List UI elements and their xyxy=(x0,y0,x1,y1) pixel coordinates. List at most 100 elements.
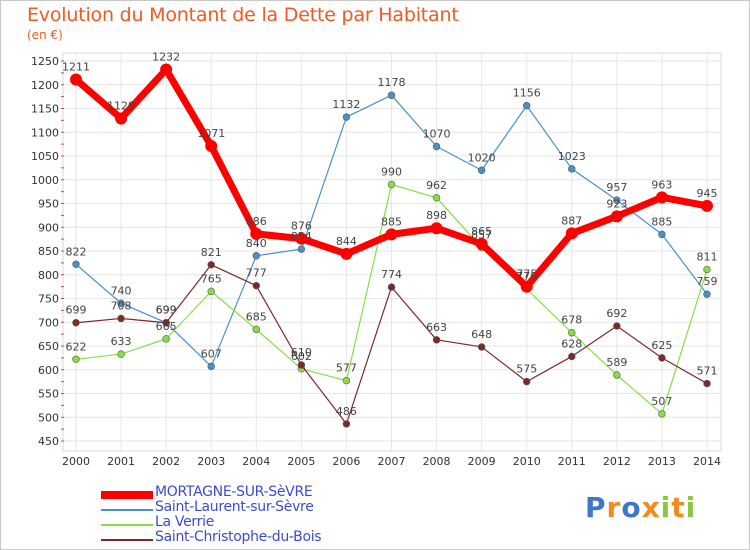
data-point-3-5 xyxy=(297,361,306,369)
data-point-0-0 xyxy=(70,73,82,86)
logo-letter: r xyxy=(606,491,622,524)
data-point-2-0 xyxy=(72,355,80,363)
data-point-0-7 xyxy=(385,228,398,241)
data-label-3-5: 610 xyxy=(291,346,312,359)
x-tick-label: 2005 xyxy=(287,455,315,468)
y-tick-label: 1000 xyxy=(31,174,59,187)
x-tick-label: 2013 xyxy=(648,455,676,468)
data-point-0-1 xyxy=(115,112,128,125)
data-label-0-3: 1071 xyxy=(197,127,225,140)
data-label-3-14: 571 xyxy=(697,365,718,378)
series-layer xyxy=(70,63,713,428)
data-point-0-9 xyxy=(475,237,488,250)
data-label-3-11: 628 xyxy=(561,337,582,350)
data-label-0-1: 1129 xyxy=(107,99,135,112)
y-tick-label: 1150 xyxy=(31,103,59,116)
data-label-0-0: 1211 xyxy=(62,61,90,74)
data-label-2-4: 685 xyxy=(246,310,267,323)
data-label-2-2: 665 xyxy=(156,320,177,333)
data-point-2-11 xyxy=(568,329,576,337)
data-point-3-3 xyxy=(207,261,215,269)
data-point-3-9 xyxy=(477,343,486,351)
x-tick-label: 2003 xyxy=(197,455,225,468)
logo-letter: P xyxy=(585,491,607,524)
data-label-0-6: 844 xyxy=(336,235,357,248)
data-label-2-5: 602 xyxy=(291,350,312,363)
y-tick-label: 450 xyxy=(38,435,59,448)
x-tick-label: 2004 xyxy=(242,455,270,468)
data-point-3-8 xyxy=(432,336,441,344)
legend-swatch xyxy=(101,524,153,526)
data-label-2-10: 770 xyxy=(516,270,537,283)
data-point-3-2 xyxy=(162,319,170,327)
data-label-0-4: 886 xyxy=(246,215,267,228)
data-point-1-3 xyxy=(207,362,215,371)
data-point-3-0 xyxy=(72,319,80,327)
data-point-1-6 xyxy=(342,113,351,121)
data-point-1-13 xyxy=(658,230,666,239)
data-point-0-10 xyxy=(520,280,533,293)
data-label-3-7: 774 xyxy=(381,268,402,281)
x-tick-label: 2012 xyxy=(603,455,631,468)
logo-letter: o xyxy=(621,491,642,524)
data-label-1-4: 840 xyxy=(246,237,267,250)
data-label-1-5: 854 xyxy=(291,230,312,243)
data-label-0-2: 1232 xyxy=(152,51,180,64)
data-point-0-3 xyxy=(205,140,218,153)
data-label-1-1: 740 xyxy=(111,284,132,297)
data-point-0-6 xyxy=(340,247,353,260)
legend-label: MORTAGNE-SUR-SèVRE xyxy=(155,484,313,500)
x-tick-label: 2001 xyxy=(107,455,135,468)
data-label-3-3: 821 xyxy=(201,246,222,259)
data-point-2-12 xyxy=(613,371,621,379)
legend-label: Saint-Laurent-sur-Sèvre xyxy=(155,499,314,515)
data-label-1-12: 957 xyxy=(606,181,627,194)
y-tick-label: 750 xyxy=(38,293,59,306)
logo-letter: t xyxy=(671,491,686,524)
y-tick-label: 600 xyxy=(38,364,59,377)
data-label-1-10: 1156 xyxy=(513,87,541,100)
data-point-0-12 xyxy=(610,210,623,223)
legend-swatch xyxy=(101,509,153,511)
proxiti-logo: Proxiti xyxy=(585,491,696,524)
data-point-3-7 xyxy=(387,283,396,291)
data-label-1-2: 699 xyxy=(156,304,177,317)
data-point-2-7 xyxy=(387,180,396,189)
data-point-3-13 xyxy=(658,354,666,362)
x-tick-label: 2006 xyxy=(332,455,360,468)
legend-label: La Verrie xyxy=(155,514,215,530)
data-label-3-10: 575 xyxy=(516,363,537,376)
logo-letter: i xyxy=(660,491,672,524)
x-tick-label: 2007 xyxy=(378,455,406,468)
data-point-0-4 xyxy=(250,227,263,240)
x-tick-label: 2008 xyxy=(423,455,451,468)
data-label-0-9: 865 xyxy=(471,225,492,238)
data-label-3-12: 692 xyxy=(606,307,627,320)
data-point-3-12 xyxy=(613,322,621,330)
data-point-3-10 xyxy=(523,377,531,386)
data-label-3-2: 699 xyxy=(156,304,177,317)
data-point-0-13 xyxy=(655,191,668,204)
data-label-3-13: 625 xyxy=(651,339,672,352)
x-tick-label: 2009 xyxy=(468,455,496,468)
data-label-2-12: 589 xyxy=(606,356,627,369)
data-point-2-4 xyxy=(252,325,260,334)
x-tick-label: 2010 xyxy=(513,455,541,468)
x-tick-label: 2014 xyxy=(693,455,721,468)
data-label-1-3: 607 xyxy=(201,347,222,360)
data-point-2-2 xyxy=(162,335,170,343)
data-point-2-13 xyxy=(658,410,666,418)
data-label-1-11: 1023 xyxy=(558,150,586,163)
data-label-0-11: 887 xyxy=(561,214,582,227)
data-label-0-13: 963 xyxy=(651,178,672,191)
y-tick-label: 1050 xyxy=(31,150,59,163)
data-point-0-5 xyxy=(295,232,308,245)
y-tick-label: 500 xyxy=(38,411,59,424)
data-point-1-10 xyxy=(523,101,531,110)
data-label-0-12: 923 xyxy=(606,197,627,210)
logo-letter: x xyxy=(641,491,661,524)
data-label-1-8: 1070 xyxy=(423,128,451,141)
data-point-2-1 xyxy=(117,350,125,358)
data-point-2-14 xyxy=(703,265,711,274)
